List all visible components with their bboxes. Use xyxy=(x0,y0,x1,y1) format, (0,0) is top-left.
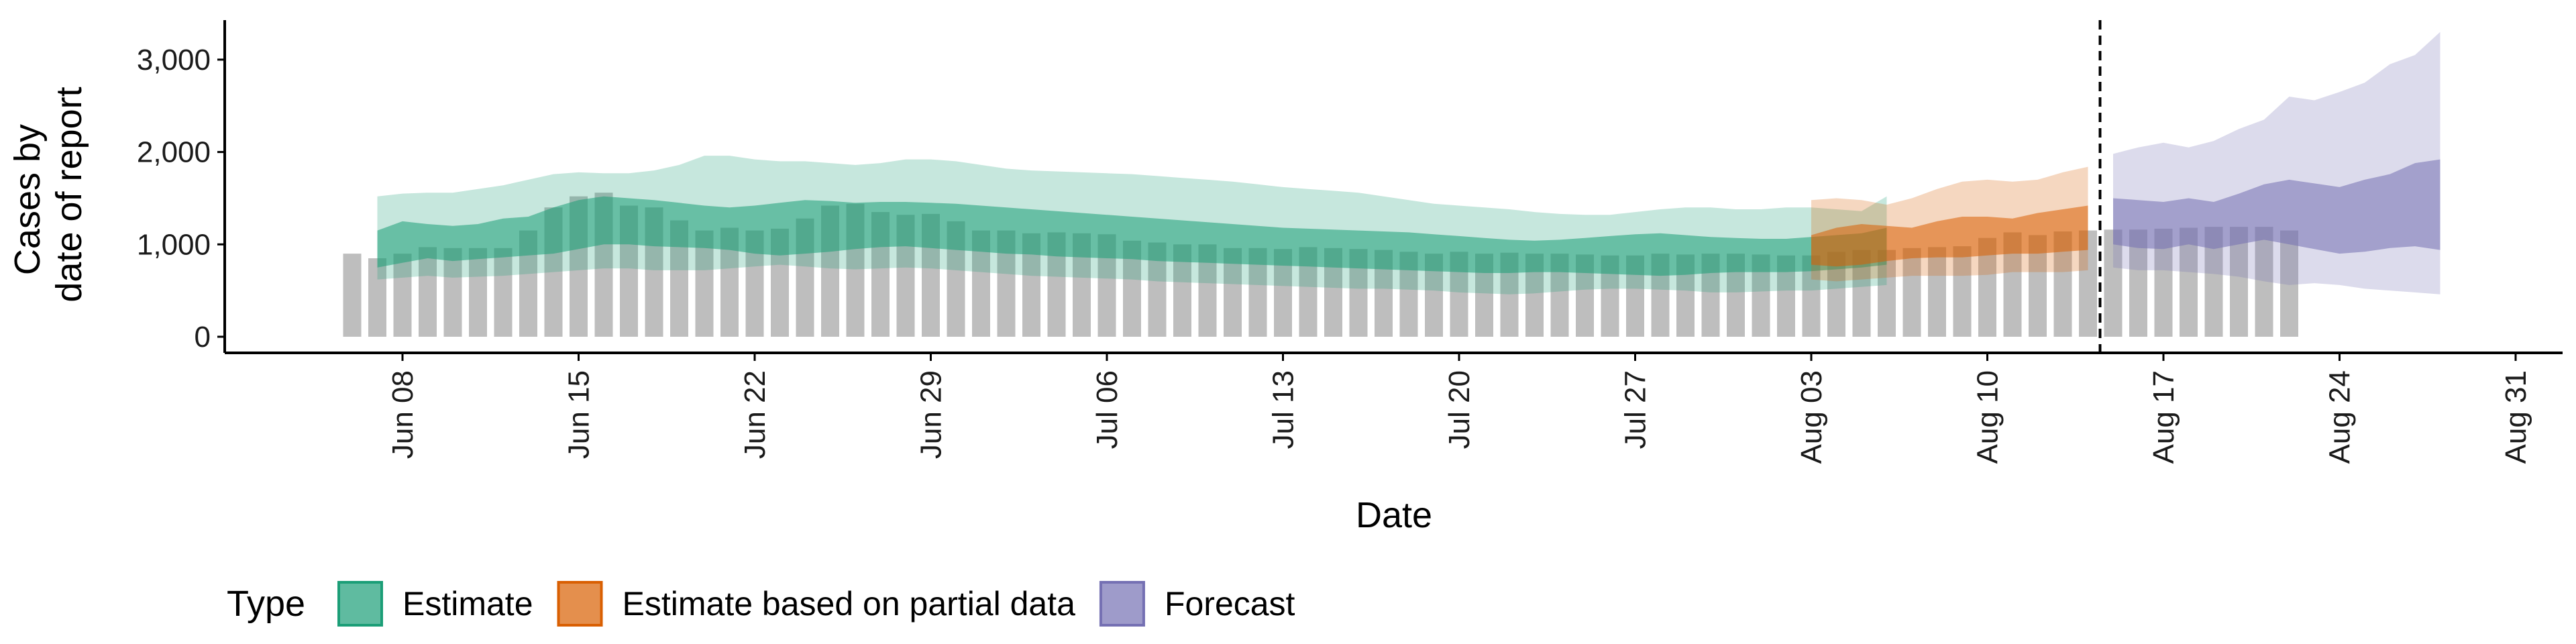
observed-case-bar xyxy=(494,248,513,337)
legend-swatch-forecast xyxy=(1099,581,1145,627)
legend-entries: Estimate Estimate based on partial data Fo… xyxy=(337,581,1295,627)
x-axis-ticks: Jun 08 Jun 15 Jun 22 Jun 29 Jul 06 Jul 13 Jul … xyxy=(386,353,2532,464)
observed-case-bar xyxy=(469,248,487,337)
x-tick-label: Jun 29 xyxy=(915,370,948,459)
y-axis-ticks: 0 1,000 2,000 3,000 xyxy=(137,44,225,354)
forecast-outer-band xyxy=(2113,32,2440,294)
x-tick-label: Jul 27 xyxy=(1619,370,1652,449)
axes xyxy=(223,20,2563,354)
x-tick-label: Aug 03 xyxy=(1795,370,1828,464)
x-tick-label: Aug 17 xyxy=(2147,370,2180,464)
x-tick-label: Aug 31 xyxy=(2500,370,2532,464)
observed-case-bar xyxy=(1928,247,1946,337)
observed-case-bar xyxy=(1902,248,1921,337)
legend-label-estimate-based-on-partial-data: Estimate based on partial data xyxy=(623,585,1076,623)
forecast-inner-band xyxy=(2113,159,2440,254)
observed-case-bar xyxy=(2180,227,2198,337)
legend-swatch-estimate xyxy=(337,581,383,627)
x-tick-label: Jul 20 xyxy=(1443,370,1476,449)
observed-case-bar xyxy=(2104,229,2123,337)
estimate-inner-band xyxy=(377,196,1887,276)
observed-case-bar xyxy=(1953,246,1972,337)
legend-label-forecast: Forecast xyxy=(1165,585,1295,623)
y-tick-label: 3,000 xyxy=(137,44,211,76)
legend: Type Estimate Estimate based on partial d… xyxy=(227,581,1295,627)
y-tick-label: 1,000 xyxy=(137,228,211,261)
observed-case-bar xyxy=(2280,230,2298,337)
observed-case-bar xyxy=(393,254,412,337)
legend-label-estimate: Estimate xyxy=(402,585,533,623)
observed-case-bars xyxy=(343,32,2440,337)
y-axis-title: Cases by date of report xyxy=(7,87,89,302)
x-tick-label: Jun 15 xyxy=(563,370,596,459)
estimate-based-on-partial-data-inner-band xyxy=(1811,205,2088,267)
legend-swatch-estimate-based-on-partial-data xyxy=(557,581,603,627)
observed-case-bar xyxy=(368,258,386,337)
observed-case-bar xyxy=(419,247,437,337)
y-axis-title-line-1: Cases by xyxy=(7,124,48,275)
legend-title: Type xyxy=(227,584,305,624)
observed-case-bar xyxy=(443,248,462,337)
x-tick-label: Aug 24 xyxy=(2324,370,2357,464)
x-tick-label: Jun 08 xyxy=(386,370,419,459)
observed-case-bar xyxy=(2255,227,2273,337)
x-tick-label: Jun 22 xyxy=(739,370,771,459)
x-tick-label: Aug 10 xyxy=(1972,370,2004,464)
x-tick-label: Jul 06 xyxy=(1091,370,1124,449)
x-axis-title: Date xyxy=(1356,495,1432,535)
x-tick-label: Jul 13 xyxy=(1267,370,1300,449)
observed-case-bar xyxy=(343,254,362,337)
y-tick-label: 0 xyxy=(195,321,211,354)
y-tick-label: 2,000 xyxy=(137,136,211,169)
y-axis-title-line-2: date of report xyxy=(49,87,89,302)
